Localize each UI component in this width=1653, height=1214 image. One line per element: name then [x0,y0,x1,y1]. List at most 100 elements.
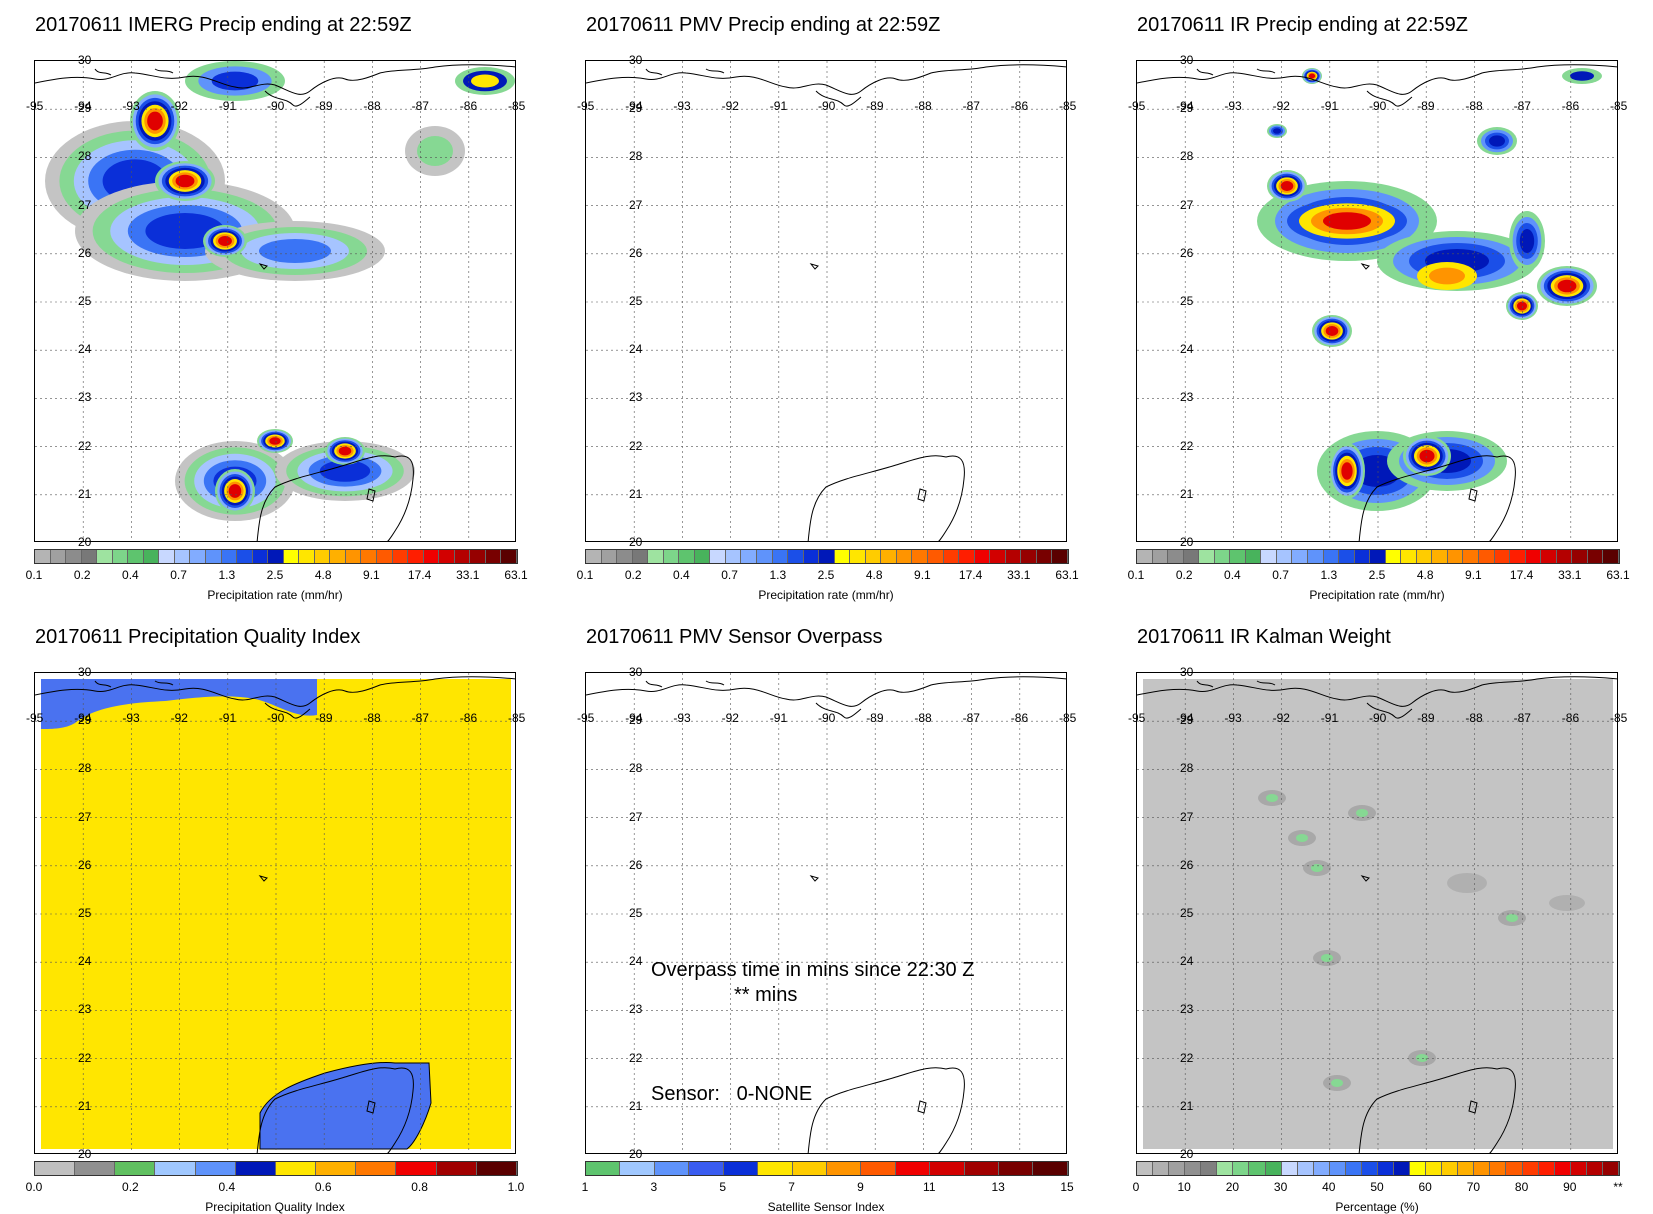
coastline [1137,676,1617,1153]
precip-cell [1549,895,1585,911]
lon-label: -86 [1561,99,1580,113]
lon-label: -87 [962,99,980,113]
colorbar-swatch [710,550,726,563]
colorbar-swatch [586,550,602,563]
lat-label: 26 [629,857,643,872]
lon-label: -86 [1010,711,1029,725]
colorbar-swatch [1169,1162,1186,1175]
colorbar-swatch [268,550,284,563]
map-plot [586,61,1066,541]
colorbar-swatch [221,550,238,563]
map-plot [586,673,1066,1153]
colorbar-tick: 9.1 [914,568,931,582]
colorbar-tick: 2.5 [817,568,835,582]
colorbar-swatch [1137,550,1153,563]
precip-cell [211,71,259,91]
map-plot [1137,61,1617,541]
lat-label: 24 [1180,954,1194,969]
colorbar-swatch [1370,550,1386,563]
colorbar-swatch [143,550,160,563]
lat-label: 24 [78,954,92,969]
colorbar-swatch [283,550,300,563]
colorbar-swatch [1153,1162,1170,1175]
precip-cell [1323,212,1371,230]
colorbar-swatch [1230,550,1246,563]
colorbar-swatch [470,550,486,563]
colorbar-swatch [1214,550,1231,563]
colorbar-swatch [1554,1162,1571,1175]
overpass-time-value: ** mins [734,984,798,1006]
colorbar-swatch [1522,1162,1539,1175]
colorbar-tick: 17.4 [1509,568,1534,582]
lon-label: -88 [1465,711,1483,725]
colorbar-tick: 33.1 [1007,568,1031,582]
lat-label: 21 [78,486,92,501]
colorbar-swatch [1458,1162,1475,1175]
colorbar-label: Precipitation Quality Index [205,1200,345,1214]
colorbar-tick: 90 [1563,1180,1577,1194]
lon-label: -88 [363,711,381,725]
precip-cell [1308,73,1316,79]
lon-label: -86 [1561,711,1580,725]
colorbar-swatch [620,1162,655,1175]
lon-label: -93 [1224,99,1242,113]
map-frame [585,60,1067,542]
map-plot [35,673,515,1153]
colorbar-tick: 4.8 [1416,568,1434,582]
colorbar-tick: 63.1 [1606,568,1630,582]
coastline [586,676,1066,1153]
colorbar-swatch [1570,1162,1587,1175]
colorbar-swatch [356,1162,397,1175]
colorbar-tick: 9.1 [363,568,380,582]
lon-label: -95 [1128,99,1146,113]
colorbar-swatch [772,550,789,563]
coastline [35,64,515,541]
panel-title: 20170611 IMERG Precip ending at 22:59Z [35,14,412,36]
lat-label: 21 [629,1098,643,1113]
lat-label: 29 [78,713,92,728]
colorbar-swatch [1447,550,1464,563]
colorbar-swatch [1292,550,1309,563]
lon-label: -93 [673,711,691,725]
lon-label: -94 [74,711,92,725]
precip-cell [1419,449,1435,463]
colorbar-swatch [454,550,471,563]
colorbar-swatch [1313,1162,1330,1175]
colorbar-swatch [316,1162,357,1175]
colorbar-tick: 0.8 [411,1180,428,1194]
lon-label: -91 [218,711,237,725]
colorbar-swatch [190,550,207,563]
colorbar-swatch [1308,550,1324,563]
colorbar-swatch [1276,550,1293,563]
lon-label: -89 [866,711,884,725]
colorbar-tick: 0.1 [1127,568,1145,582]
colorbar-swatch [50,550,67,563]
colorbar-swatch [275,1162,317,1175]
lat-label: 24 [78,342,92,357]
precip-cell [1331,1079,1343,1087]
lat-label: 25 [1180,906,1194,920]
colorbar-swatch [723,1162,759,1175]
colorbar-swatch [159,550,175,563]
lat-label: 28 [78,149,92,164]
colorbar-tick: 1.3 [769,568,787,582]
colorbar-swatch [1329,1162,1346,1175]
colorbar-tick: 80 [1514,1180,1529,1194]
colorbar-swatch [408,550,424,563]
colorbar-swatch [195,1162,236,1175]
colorbar [34,549,518,564]
colorbar-swatch [1005,550,1022,563]
colorbar-tick: 0.1 [25,568,43,582]
colorbar-swatch [112,550,129,563]
lat-label: 30 [78,665,92,679]
colorbar-tick: 0.6 [314,1180,332,1194]
colorbar-tick: 17.4 [958,568,983,582]
lon-label: -94 [1176,99,1194,113]
colorbar-swatch [964,1162,1000,1175]
colorbar-tick: 50 [1370,1180,1384,1194]
colorbar-tick: 63.1 [1055,568,1079,582]
colorbar-tick: 0.7 [721,568,738,582]
lon-label: -87 [411,711,429,725]
colorbar-tick: 17.4 [407,568,432,582]
precip-cell [1273,128,1281,134]
